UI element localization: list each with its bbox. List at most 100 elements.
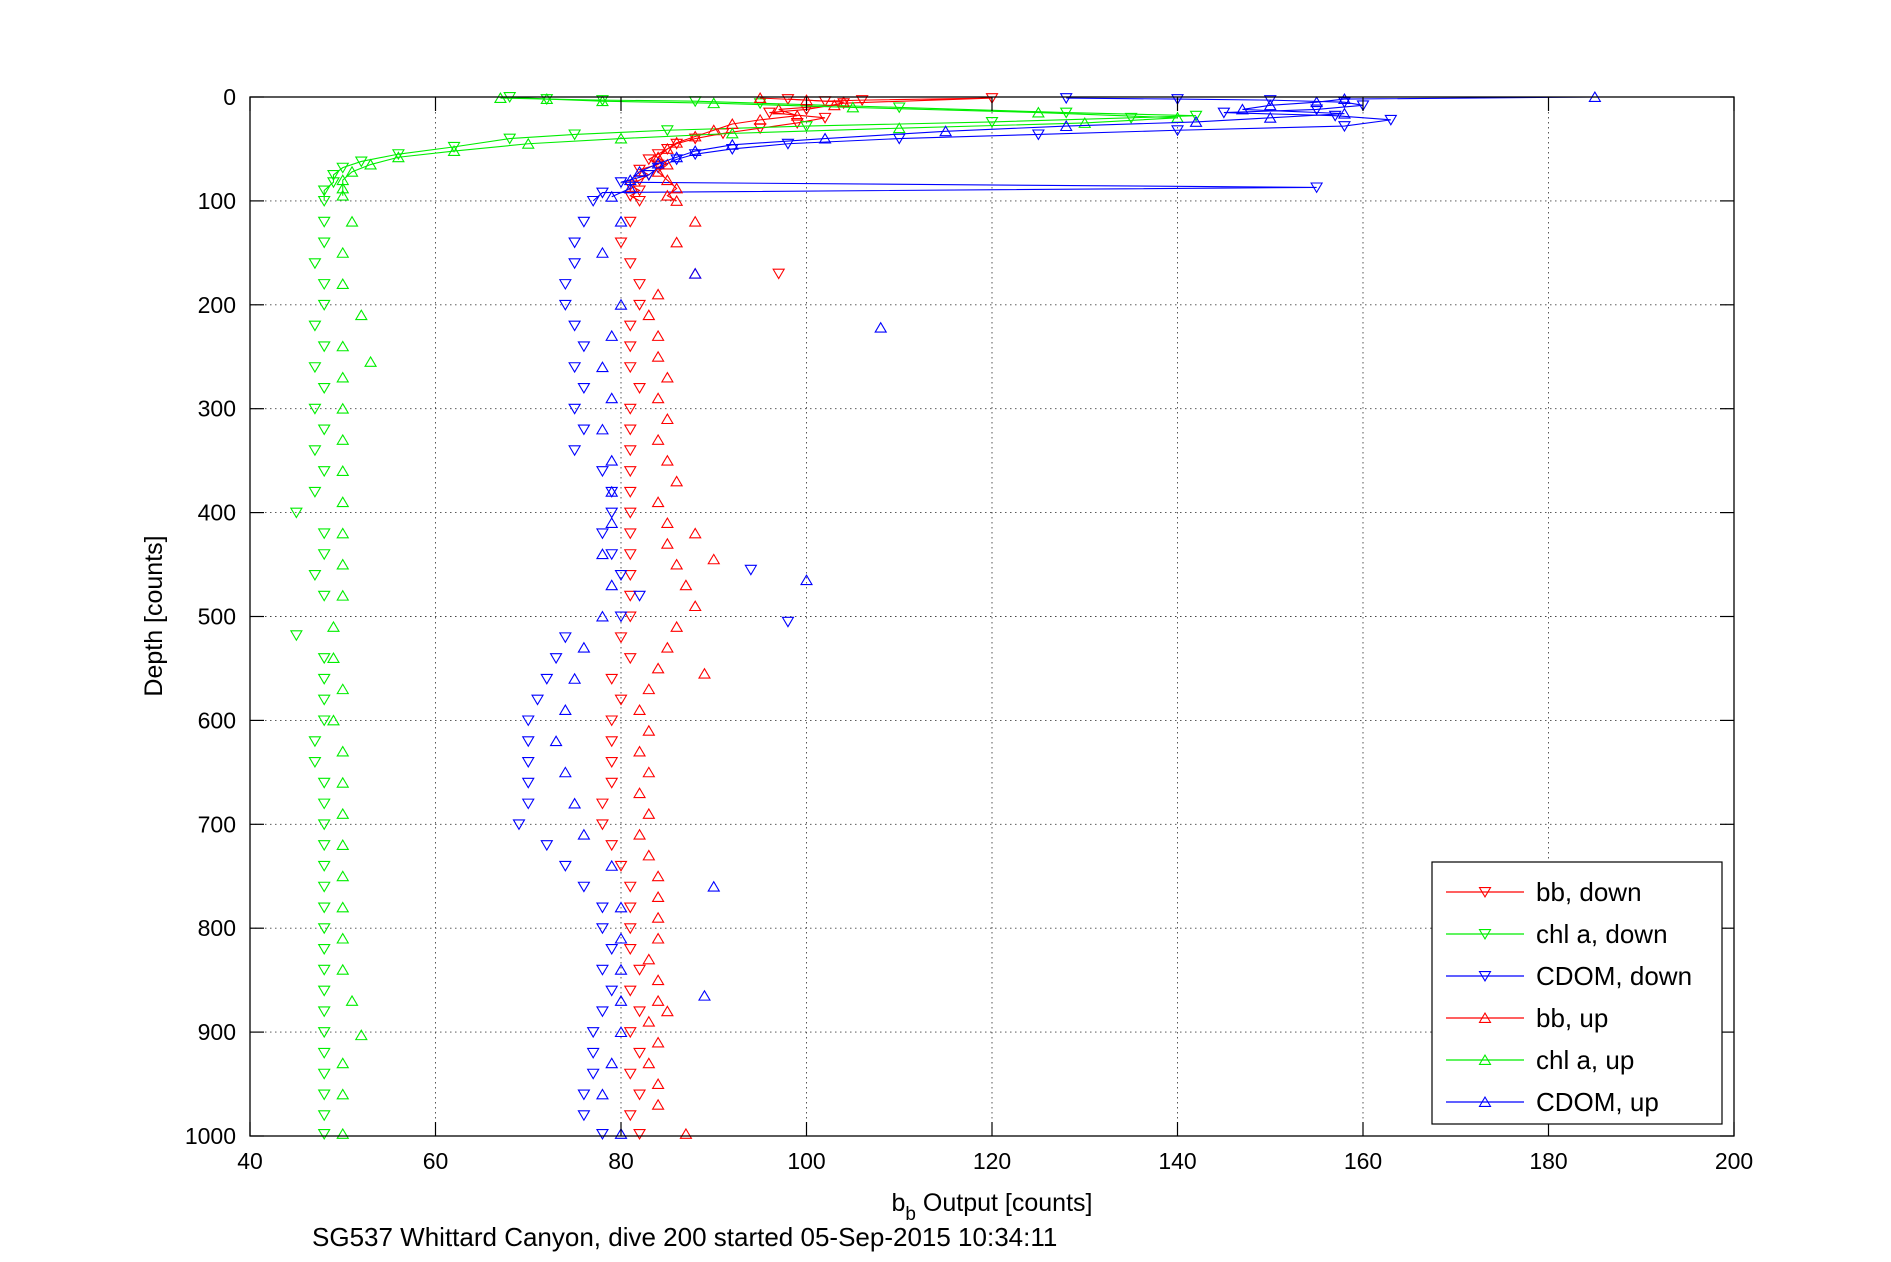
- data-point: [660, 641, 674, 653]
- data-point: [577, 382, 591, 394]
- data-point: [772, 103, 786, 115]
- data-point: [614, 237, 628, 249]
- data-point: [651, 329, 665, 341]
- data-point: [670, 151, 684, 163]
- data-point: [1328, 110, 1342, 122]
- data-point: [605, 777, 619, 789]
- data-point: [354, 1029, 368, 1041]
- data-point: [354, 156, 368, 168]
- data-point: [670, 194, 684, 206]
- data-point: [855, 95, 869, 107]
- data-point: [317, 237, 331, 249]
- data-point: [633, 185, 647, 197]
- data-point: [595, 798, 609, 810]
- data-point: [336, 839, 350, 851]
- data-point: [317, 881, 331, 893]
- data-point: [595, 1128, 609, 1140]
- x-tick-label: 180: [1529, 1148, 1567, 1174]
- data-point: [540, 673, 554, 685]
- data-point: [605, 985, 619, 997]
- x-axis-label: bb Output [counts]: [892, 1189, 1093, 1225]
- data-point: [642, 154, 656, 166]
- data-point: [623, 466, 637, 478]
- data-point: [493, 92, 507, 103]
- data-point: [688, 149, 702, 161]
- data-point: [345, 994, 359, 1006]
- data-point: [336, 371, 350, 383]
- data-point: [790, 109, 804, 121]
- data-point: [586, 1047, 600, 1059]
- data-point: [800, 574, 813, 586]
- data-point: [595, 548, 609, 560]
- series-line: [657, 97, 844, 202]
- data-point: [1031, 129, 1045, 141]
- y-tick-label: 900: [198, 1019, 236, 1045]
- data-point: [595, 361, 609, 373]
- data-point: [614, 298, 628, 310]
- data-point: [345, 165, 359, 177]
- data-point: [586, 195, 600, 207]
- data-point: [317, 1128, 331, 1140]
- data-point: [595, 466, 609, 478]
- data-point: [317, 798, 331, 810]
- data-point: [336, 745, 350, 757]
- data-point: [317, 860, 331, 872]
- data-point: [698, 989, 711, 1001]
- data-point: [623, 190, 637, 202]
- data-point: [633, 1047, 647, 1059]
- data-point: [753, 98, 767, 110]
- data-point: [688, 600, 702, 612]
- data-point: [345, 215, 359, 227]
- y-tick-label: 1000: [185, 1123, 236, 1149]
- data-point: [633, 787, 647, 799]
- data-point: [642, 766, 656, 778]
- data-point: [1189, 110, 1203, 122]
- x-tick-label: 40: [237, 1148, 263, 1174]
- data-point: [707, 97, 721, 109]
- data-point: [605, 944, 619, 956]
- data-point: [614, 611, 628, 623]
- data-point: [605, 673, 619, 685]
- data-point: [521, 715, 535, 727]
- data-point: [1031, 106, 1045, 118]
- data-point: [679, 579, 693, 591]
- data-point: [317, 944, 331, 956]
- legend-label: bb, up: [1536, 1003, 1608, 1033]
- data-point: [818, 112, 832, 124]
- data-point: [391, 149, 405, 161]
- data-point: [688, 133, 702, 145]
- data-point: [1217, 107, 1231, 119]
- data-point: [568, 672, 582, 684]
- data-point: [308, 569, 322, 581]
- data-point: [317, 653, 331, 665]
- y-tick-label: 400: [198, 500, 236, 526]
- data-point: [623, 507, 637, 519]
- x-tick-label: 60: [423, 1148, 449, 1174]
- data-point: [1337, 107, 1351, 119]
- data-point: [623, 923, 637, 935]
- data-point: [1263, 95, 1277, 107]
- series-layer: [289, 90, 1602, 1140]
- data-point: [595, 187, 609, 199]
- data-point: [651, 662, 665, 674]
- data-point: [725, 138, 739, 150]
- data-point: [317, 1027, 331, 1039]
- x-tick-label: 160: [1344, 1148, 1382, 1174]
- data-point: [317, 985, 331, 997]
- data-point: [651, 157, 665, 169]
- data-point: [660, 125, 674, 137]
- data-point: [688, 144, 702, 156]
- series-chl-a-up: [327, 92, 1184, 1139]
- data-point: [595, 964, 609, 976]
- data-point: [521, 798, 535, 810]
- legend-marker: [1478, 1095, 1492, 1107]
- data-point: [1078, 116, 1092, 128]
- y-tick-label: 700: [198, 811, 236, 837]
- data-point: [577, 828, 591, 840]
- data-point: [623, 653, 637, 665]
- data-point: [317, 1110, 331, 1122]
- data-point: [503, 133, 517, 145]
- data-point: [336, 683, 350, 695]
- data-point: [623, 881, 637, 893]
